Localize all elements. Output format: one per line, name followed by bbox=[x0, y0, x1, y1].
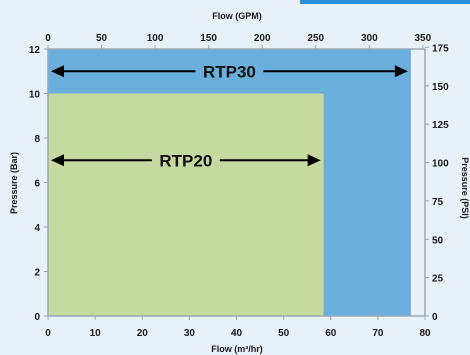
y2-tick-label: 75 bbox=[432, 197, 444, 208]
x2-axis-title: Flow (GPM) bbox=[212, 11, 262, 21]
y2-tick-label: 100 bbox=[432, 159, 449, 170]
arrow-head-left bbox=[51, 65, 64, 78]
zone-rtp20 bbox=[48, 93, 324, 316]
x-tick-label: 30 bbox=[184, 328, 196, 339]
x-tick-label: 0 bbox=[45, 328, 51, 339]
y-tick-label: 0 bbox=[34, 312, 40, 323]
arrow-head-left bbox=[51, 154, 64, 167]
x-tick-label: 40 bbox=[231, 328, 243, 339]
y2-tick-label: 125 bbox=[432, 120, 449, 131]
zone-label-rtp30: RTP30 bbox=[203, 62, 256, 81]
x-tick-label: 80 bbox=[419, 328, 431, 339]
y2-tick-label: 0 bbox=[432, 312, 438, 323]
arrow-head-right bbox=[394, 65, 408, 78]
header-accent-bar bbox=[300, 0, 470, 4]
x2-tick-label: 0 bbox=[45, 33, 51, 44]
y2-tick-label: 25 bbox=[432, 274, 444, 285]
x2-tick-label: 300 bbox=[361, 33, 378, 44]
y-tick-label: 2 bbox=[34, 268, 40, 279]
x2-tick-label: 150 bbox=[200, 33, 217, 44]
y2-tick-label: 175 bbox=[432, 43, 449, 54]
y2-tick-label: 150 bbox=[432, 82, 449, 93]
zone-label-rtp20: RTP20 bbox=[159, 151, 212, 170]
arrow-head-right bbox=[307, 154, 321, 167]
x2-tick-label: 200 bbox=[254, 33, 271, 44]
x2-tick-label: 50 bbox=[96, 33, 108, 44]
x-tick-label: 70 bbox=[372, 328, 384, 339]
arrow-rtp20: RTP20 bbox=[51, 151, 321, 170]
x2-tick-label: 350 bbox=[415, 33, 432, 44]
x-axis-title: Flow (m³/hr) bbox=[211, 344, 263, 354]
x-tick-label: 10 bbox=[90, 328, 102, 339]
arrow-rtp30: RTP30 bbox=[51, 62, 408, 81]
y-tick-label: 10 bbox=[29, 90, 41, 101]
y-tick-label: 6 bbox=[34, 179, 40, 190]
x-tick-label: 50 bbox=[278, 328, 290, 339]
y-tick-label: 12 bbox=[29, 45, 41, 56]
x-tick-label: 60 bbox=[325, 328, 337, 339]
y-tick-label: 8 bbox=[34, 134, 40, 145]
x-tick-label: 20 bbox=[137, 328, 149, 339]
x2-tick-label: 100 bbox=[147, 33, 164, 44]
y2-axis-title: Pressure (PSI) bbox=[460, 157, 470, 219]
y2-tick-label: 50 bbox=[432, 235, 444, 246]
y-axis-title: Pressure (Bar) bbox=[9, 152, 19, 214]
y-tick-label: 4 bbox=[34, 223, 40, 234]
x2-tick-label: 250 bbox=[307, 33, 324, 44]
